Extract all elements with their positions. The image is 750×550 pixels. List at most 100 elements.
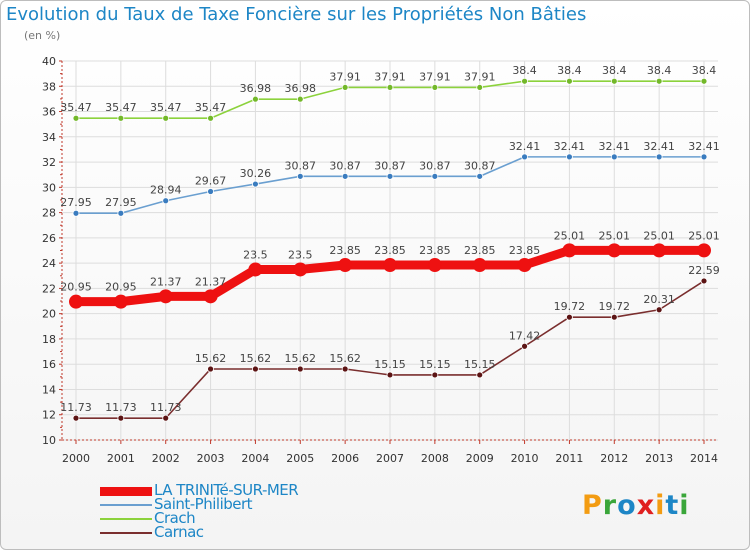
data-label: 32.41 — [509, 140, 541, 153]
x-tick-label: 2006 — [331, 452, 359, 465]
data-label: 23.85 — [464, 244, 496, 257]
data-point — [341, 365, 349, 373]
data-point — [341, 84, 349, 91]
data-label: 23.85 — [509, 244, 541, 257]
data-label: 15.15 — [374, 358, 406, 371]
data-label: 35.47 — [195, 101, 227, 114]
data-label: 30.87 — [329, 159, 361, 172]
data-label: 37.91 — [419, 70, 451, 83]
data-label: 11.73 — [150, 401, 182, 414]
grid — [62, 60, 718, 441]
data-label: 30.87 — [419, 159, 451, 172]
data-point — [427, 258, 442, 273]
data-point — [521, 77, 528, 85]
data-label: 23.85 — [419, 244, 451, 257]
data-point — [207, 114, 214, 122]
x-tick-label: 2002 — [152, 452, 180, 465]
data-labels: 35.47 35.47 35.47 35.47 36.98 36.98 37.91 37.91… — [60, 64, 720, 414]
data-label: 37.91 — [329, 70, 361, 83]
line-chart: 10 12 14 16 18 20 22 24 26 28 30 32 34 36 38 40 2000 2001… — [42, 55, 720, 465]
data-point — [610, 77, 618, 85]
data-point — [521, 342, 528, 350]
data-label: 27.95 — [60, 196, 92, 209]
data-label: 21.37 — [195, 275, 227, 288]
data-point — [293, 262, 308, 277]
data-label: 11.73 — [105, 401, 137, 414]
y-tick-label: 36 — [42, 106, 56, 119]
data-point — [566, 313, 573, 321]
x-tick-label: 2010 — [511, 452, 539, 465]
data-label: 15.15 — [464, 358, 496, 371]
x-tick-label: 2007 — [376, 452, 404, 465]
data-label: 19.72 — [599, 300, 631, 313]
y-tick-label: 30 — [42, 181, 56, 194]
data-point — [386, 172, 394, 180]
series-group — [69, 77, 711, 422]
data-label: 30.87 — [285, 159, 317, 172]
y-tick-label: 14 — [42, 383, 56, 396]
logo-letter: P — [582, 490, 603, 521]
data-point — [252, 180, 259, 188]
data-label: 15.62 — [195, 352, 227, 365]
data-point — [655, 77, 663, 85]
chart-title: Evolution du Taux de Taxe Foncière sur l… — [6, 4, 587, 25]
data-label: 37.91 — [374, 70, 406, 83]
data-label: 25.01 — [688, 229, 720, 242]
data-label: 37.91 — [464, 70, 496, 83]
data-label: 32.41 — [643, 140, 675, 153]
data-label: 23.5 — [243, 248, 268, 261]
data-label: 30.87 — [374, 159, 406, 172]
data-point — [207, 188, 214, 195]
data-label: 35.47 — [150, 101, 182, 114]
y-tick-label: 38 — [42, 80, 56, 93]
data-label: 32.41 — [554, 140, 586, 153]
data-label: 38.4 — [692, 64, 717, 77]
legend-label: Saint-Philibert — [154, 495, 253, 513]
data-point — [521, 153, 528, 161]
x-tick-label: 2000 — [62, 452, 90, 465]
data-point — [697, 243, 711, 258]
data-point — [431, 371, 439, 379]
data-label: 25.01 — [599, 229, 631, 242]
y-tick-label: 24 — [42, 257, 56, 270]
x-tick-label: 2001 — [107, 452, 135, 465]
data-label: 35.47 — [60, 101, 92, 114]
data-point — [700, 77, 708, 85]
data-point — [476, 371, 484, 379]
y-tick-label: 22 — [42, 282, 56, 295]
x-tick-label: 2009 — [466, 452, 494, 465]
logo-letter: i — [679, 490, 690, 521]
data-point — [207, 365, 214, 373]
data-point — [476, 84, 484, 91]
data-point — [517, 258, 532, 273]
data-point — [610, 153, 618, 161]
data-point — [431, 172, 439, 180]
data-label: 23.5 — [288, 248, 313, 261]
data-label: 11.73 — [60, 401, 92, 414]
data-label: 29.67 — [195, 175, 227, 188]
data-point — [386, 84, 394, 91]
data-label: 27.95 — [105, 196, 137, 209]
data-point — [117, 209, 125, 217]
data-point — [655, 153, 663, 161]
data-point — [383, 258, 397, 273]
x-tick-label: 2008 — [421, 452, 449, 465]
legend-swatch — [100, 504, 152, 506]
data-label: 20.31 — [643, 293, 675, 306]
x-tick-label: 2012 — [600, 452, 628, 465]
axes: 10 12 14 16 18 20 22 24 26 28 30 32 34 36 38 40 2000 2001… — [42, 55, 718, 465]
y-tick-label: 34 — [42, 131, 56, 144]
y-tick-label: 40 — [42, 55, 56, 68]
data-label: 30.87 — [464, 159, 496, 172]
data-point — [386, 371, 394, 379]
data-point — [69, 294, 83, 309]
data-point — [72, 209, 80, 217]
data-point — [566, 153, 573, 161]
unit-label: (en %) — [24, 29, 61, 42]
data-point — [252, 95, 259, 103]
data-label: 25.01 — [554, 229, 586, 242]
data-point — [296, 365, 304, 373]
data-label: 19.72 — [554, 300, 586, 313]
y-tick-label: 16 — [42, 358, 56, 371]
logo-letter: t — [665, 490, 680, 521]
